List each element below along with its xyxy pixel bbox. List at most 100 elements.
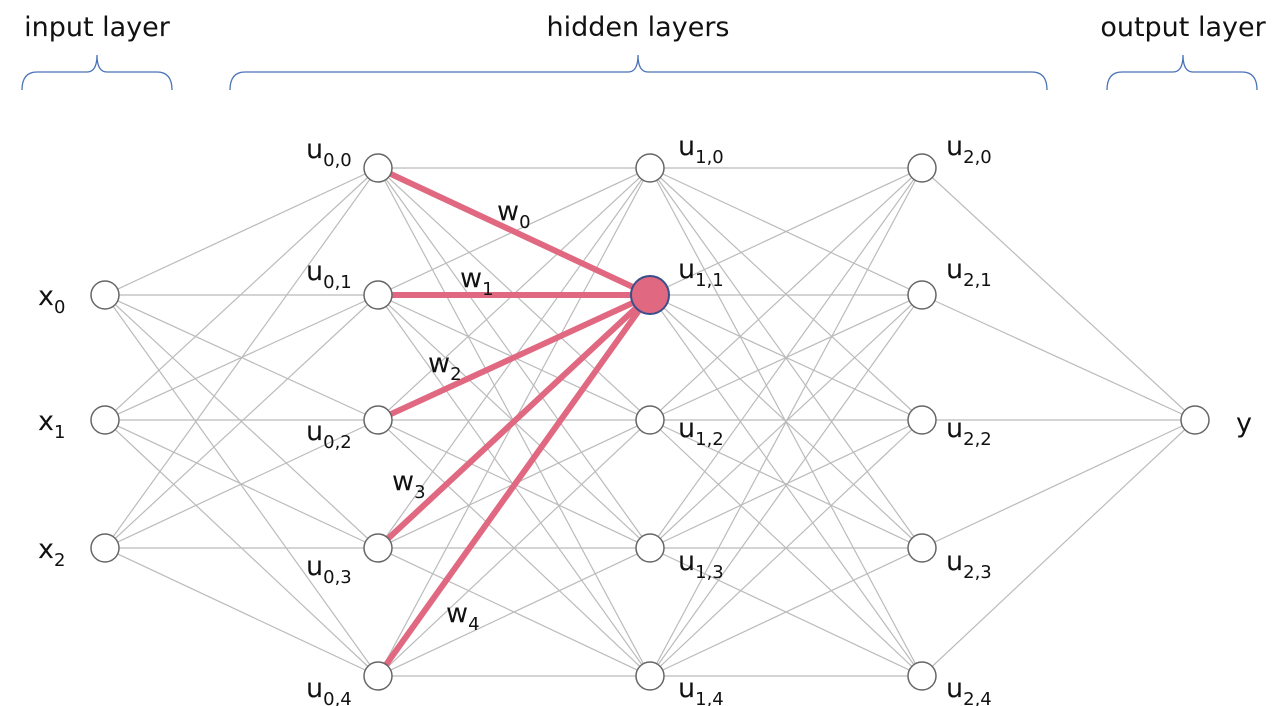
- edge: [649, 167, 923, 549]
- weight-edge: [376, 165, 652, 298]
- edge: [377, 547, 651, 677]
- label-sub: 0,0: [323, 150, 352, 171]
- edge: [921, 294, 1196, 421]
- label: u0,0: [306, 134, 352, 171]
- label-sub: 3: [414, 482, 425, 503]
- label-base: w: [428, 348, 450, 379]
- edge: [921, 419, 1196, 677]
- weight-edge: [375, 293, 653, 678]
- label-sub: 2: [450, 364, 461, 385]
- brace: [229, 54, 1048, 91]
- label-sub: 0,3: [323, 567, 352, 588]
- edge: [649, 419, 923, 677]
- label-sub: 2,4: [963, 689, 992, 706]
- label-base: u: [946, 413, 963, 444]
- brace: [21, 54, 173, 91]
- label: w4: [446, 598, 480, 635]
- label: x0: [38, 281, 65, 318]
- label: x2: [38, 534, 65, 571]
- layer-title: output layer: [1100, 12, 1266, 43]
- edge: [649, 167, 923, 296]
- node: [1180, 405, 1210, 435]
- label-base: u: [678, 131, 695, 162]
- label-base: u: [946, 131, 963, 162]
- edge: [104, 294, 379, 549]
- label-sub: 1,4: [695, 689, 724, 706]
- layer-title: input layer: [24, 12, 171, 43]
- node: [635, 153, 665, 183]
- label-base: x: [38, 534, 54, 565]
- edge: [377, 419, 651, 677]
- node: [907, 153, 937, 183]
- layer-title: hidden layers: [546, 12, 729, 43]
- label-sub: 0: [54, 297, 65, 318]
- label-base: u: [678, 546, 695, 577]
- label: w3: [392, 466, 426, 503]
- label: u0,1: [306, 256, 352, 293]
- node: [907, 280, 937, 310]
- node: [635, 533, 665, 563]
- edge: [104, 294, 379, 677]
- label-base: u: [306, 416, 323, 447]
- label-base: x: [38, 406, 54, 437]
- label: u2,2: [946, 413, 992, 450]
- edge: [104, 167, 379, 549]
- label: u0,2: [306, 416, 352, 453]
- label-base: u: [306, 256, 323, 287]
- label-base: u: [306, 551, 323, 582]
- label-sub: 1,2: [695, 429, 724, 450]
- label-sub: 1,1: [695, 270, 724, 291]
- node: [363, 153, 393, 183]
- label-base: u: [678, 673, 695, 704]
- label-base: u: [946, 254, 963, 285]
- brace: [1106, 54, 1258, 91]
- label: u1,1: [678, 254, 724, 291]
- node: [635, 405, 665, 435]
- label-sub: 2,3: [963, 562, 992, 583]
- label: u1,4: [678, 673, 724, 706]
- node: [907, 405, 937, 435]
- label-sub: 2: [54, 550, 65, 571]
- label-sub: 1: [54, 422, 65, 443]
- label-base: u: [306, 134, 323, 165]
- label-sub: 0,2: [323, 432, 352, 453]
- label-sub: 0,1: [323, 272, 352, 293]
- node: [90, 280, 120, 310]
- weight-edge: [376, 292, 652, 423]
- label-sub: 0: [519, 212, 530, 233]
- label: u0,3: [306, 551, 352, 588]
- label-base: w: [497, 196, 519, 227]
- label: x1: [38, 406, 65, 443]
- weight-edge: [375, 292, 653, 551]
- label: y: [1236, 408, 1252, 439]
- label-base: u: [678, 413, 695, 444]
- label: w0: [497, 196, 531, 233]
- node: [635, 661, 665, 691]
- edge: [649, 167, 923, 421]
- label: w1: [460, 263, 494, 300]
- edge: [104, 167, 379, 421]
- edge: [104, 167, 379, 296]
- edge: [921, 167, 1196, 421]
- label-sub: 0,4: [323, 689, 352, 706]
- braces: [21, 54, 1258, 91]
- edge: [649, 294, 923, 677]
- label-sub: 1,3: [695, 562, 724, 583]
- label-sub: 1,0: [695, 147, 724, 168]
- node: [363, 405, 393, 435]
- label: w2: [428, 348, 462, 385]
- node: [90, 533, 120, 563]
- label: u1,3: [678, 546, 724, 583]
- label-sub: 1: [482, 279, 493, 300]
- label-base: u: [678, 254, 695, 285]
- label-base: u: [306, 673, 323, 704]
- label-base: u: [946, 673, 963, 704]
- label-sub: 2,1: [963, 270, 992, 291]
- edge: [921, 419, 1196, 549]
- label-base: w: [446, 598, 468, 629]
- label-base: u: [946, 546, 963, 577]
- edge: [649, 547, 923, 677]
- edge: [649, 167, 923, 677]
- label: u2,0: [946, 131, 992, 168]
